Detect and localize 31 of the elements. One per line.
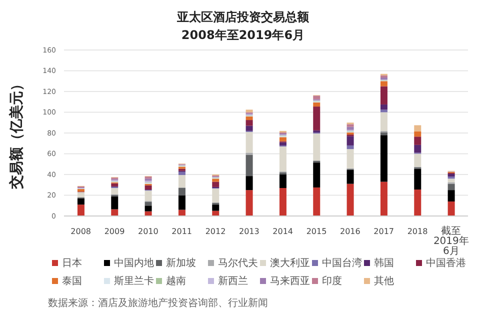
- x-tick-label: 2014: [272, 227, 294, 236]
- legend-label: 新西兰: [217, 274, 249, 288]
- x-tick-label: 2012: [205, 227, 226, 236]
- legend-label: 澳大利亚: [269, 256, 311, 270]
- legend-label: 泰国: [61, 275, 83, 288]
- legend-label: 印度: [321, 274, 343, 288]
- x-tick-label: 2011: [172, 227, 192, 236]
- x-tick-label: 2015: [306, 227, 327, 236]
- legend-label: 其他: [373, 274, 395, 288]
- legend-label: 马尔代夫: [217, 256, 259, 270]
- x-tick-label: 2018: [407, 227, 428, 236]
- legend-label: 日本: [61, 256, 83, 270]
- x-tick-label: 截至2019年6月: [433, 225, 469, 257]
- y-axis-title: 交易额（亿美元）: [8, 77, 25, 190]
- chart-title: 亚太区酒店投资交易总额: [176, 9, 310, 26]
- chart-subtitle: 2008年至2019年6月: [180, 27, 306, 44]
- legend-label: 越南: [165, 274, 187, 288]
- x-tick-label: 2016: [340, 227, 360, 236]
- x-tick-label: 2010: [138, 227, 158, 236]
- legend-label: 斯里兰卡: [113, 274, 155, 288]
- legend-label: 马来西亚: [269, 274, 311, 288]
- x-tick-label: 2013: [238, 227, 260, 236]
- x-tick-label: 2017: [374, 227, 394, 236]
- legend-label: 新加坡: [165, 256, 197, 270]
- source-note: 数据来源：酒店及旅游地产投资咨询部、行业新闻: [47, 296, 269, 310]
- legend-label: 韩国: [373, 256, 395, 270]
- x-tick-label: 2009: [104, 227, 125, 236]
- x-tick-label: 2008: [70, 227, 92, 236]
- legend-label: 中国香港: [425, 256, 467, 270]
- legend-label: 中国内地: [113, 256, 155, 270]
- legend-label: 中国台湾: [321, 256, 363, 270]
